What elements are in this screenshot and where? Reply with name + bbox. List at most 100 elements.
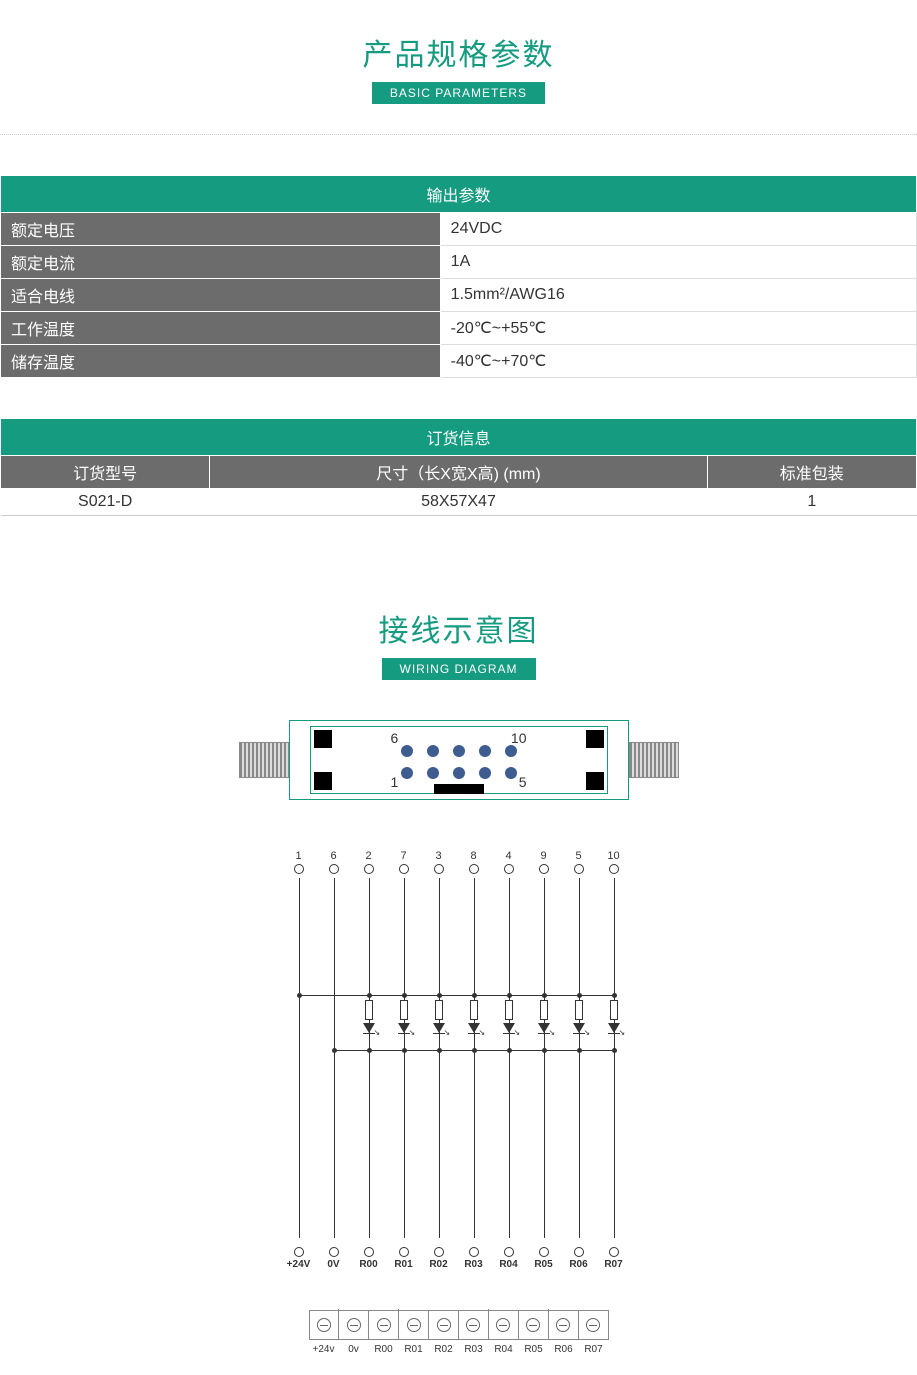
bottom-terminal: R07 — [597, 1245, 631, 1270]
pin-label: 1 — [391, 774, 399, 790]
node — [402, 993, 407, 998]
terminal-label: 0v — [339, 1344, 369, 1355]
bottom-terminal: R05 — [527, 1245, 561, 1270]
section-subtitle: BASIC PARAMETERS — [372, 82, 545, 104]
mounting-hole — [586, 730, 604, 748]
led-indicator: ↘ — [389, 1000, 419, 1050]
column-header: 标准包装 — [707, 456, 916, 489]
terminal-cell — [429, 1311, 459, 1339]
wire — [299, 878, 300, 1238]
terminal-cell — [310, 1311, 340, 1339]
terminal-cell — [579, 1311, 608, 1339]
top-terminal: 5 — [564, 850, 594, 874]
cell: S021-D — [1, 489, 210, 516]
led-indicator: ↘ — [354, 1000, 384, 1050]
node — [332, 1048, 337, 1053]
mounting-hole — [314, 730, 332, 748]
wire — [509, 878, 510, 1238]
bottom-terminal: +24V — [282, 1245, 316, 1270]
screw-right — [629, 742, 679, 778]
param-value: 1.5mm²/AWG16 — [440, 279, 916, 312]
section-title: 产品规格参数 — [0, 30, 917, 74]
led-indicator: ↘ — [494, 1000, 524, 1050]
screw-icon — [437, 1318, 451, 1332]
screw-icon — [496, 1318, 510, 1332]
node — [437, 993, 442, 998]
node — [472, 993, 477, 998]
pin-row-top — [401, 745, 517, 757]
wire — [579, 878, 580, 1238]
param-value: 24VDC — [440, 213, 916, 246]
terminal-block: +24v0vR00R01R02R03R04R05R06R07 — [309, 1310, 609, 1355]
top-terminal: 6 — [319, 850, 349, 874]
terminal-label: R07 — [579, 1344, 609, 1355]
screw-icon — [347, 1318, 361, 1332]
mounting-hole — [586, 772, 604, 790]
led-indicator: ↘ — [564, 1000, 594, 1050]
terminal-label: R04 — [489, 1344, 519, 1355]
bottom-terminal: R03 — [457, 1245, 491, 1270]
section-title: 接线示意图 — [0, 606, 917, 650]
wire — [369, 878, 370, 1238]
screw-icon — [377, 1318, 391, 1332]
screw-icon — [526, 1318, 540, 1332]
terminal-cell — [459, 1311, 489, 1339]
section-header-wiring: 接线示意图 WIRING DIAGRAM — [0, 606, 917, 680]
terminal-label: R05 — [519, 1344, 549, 1355]
pin-label: 5 — [519, 774, 527, 790]
section-header-params: 产品规格参数 BASIC PARAMETERS — [0, 30, 917, 104]
param-label: 额定电压 — [1, 213, 441, 246]
connector-body: 6 10 1 5 — [289, 720, 629, 800]
screw-icon — [466, 1318, 480, 1332]
terminal-cell — [339, 1311, 369, 1339]
top-terminal: 7 — [389, 850, 419, 874]
cell: 1 — [707, 489, 916, 516]
param-value: 1A — [440, 246, 916, 279]
screw-icon — [317, 1318, 331, 1332]
column-header: 尺寸（长X宽X高) (mm) — [210, 456, 707, 489]
terminal-label: +24v — [309, 1344, 339, 1355]
top-terminal: 3 — [424, 850, 454, 874]
terminal-label: R03 — [459, 1344, 489, 1355]
param-value: -20℃~+55℃ — [440, 312, 916, 345]
node — [297, 993, 302, 998]
bus-wire — [299, 995, 614, 996]
param-label: 适合电线 — [1, 279, 441, 312]
table-header: 输出参数 — [1, 176, 917, 213]
bottom-terminal: R06 — [562, 1245, 596, 1270]
wiring-schematic: 16273849510+24V0VR00R01R02R03R04R05R06R0… — [279, 850, 639, 1270]
node — [612, 993, 617, 998]
wire — [334, 878, 335, 1238]
column-header: 订货型号 — [1, 456, 210, 489]
terminal-label: R02 — [429, 1344, 459, 1355]
top-terminal: 1 — [284, 850, 314, 874]
led-indicator: ↘ — [529, 1000, 559, 1050]
output-params-table: 输出参数 额定电压24VDC额定电流1A适合电线1.5mm²/AWG16工作温度… — [0, 175, 917, 378]
notch — [434, 784, 484, 794]
terminal-cell — [399, 1311, 429, 1339]
terminal-label: R01 — [399, 1344, 429, 1355]
order-info-table: 订货信息 订货型号尺寸（长X宽X高) (mm)标准包装 S021-D58X57X… — [0, 418, 917, 516]
param-label: 储存温度 — [1, 345, 441, 378]
terminal-labels: +24v0vR00R01R02R03R04R05R06R07 — [309, 1344, 609, 1355]
top-terminal: 8 — [459, 850, 489, 874]
pin-label: 10 — [511, 730, 527, 746]
terminal-row — [309, 1310, 609, 1340]
wire — [439, 878, 440, 1238]
top-terminal: 9 — [529, 850, 559, 874]
terminal-cell — [369, 1311, 399, 1339]
wire — [404, 878, 405, 1238]
node — [577, 993, 582, 998]
connector-diagram: 6 10 1 5 — [239, 720, 679, 800]
param-value: -40℃~+70℃ — [440, 345, 916, 378]
node — [542, 993, 547, 998]
top-terminal: 10 — [599, 850, 629, 874]
top-terminal: 2 — [354, 850, 384, 874]
pin-row-bottom — [401, 767, 517, 779]
pin-label: 6 — [391, 730, 399, 746]
screw-icon — [586, 1318, 600, 1332]
param-label: 工作温度 — [1, 312, 441, 345]
divider — [0, 134, 917, 135]
bottom-terminal: R00 — [352, 1245, 386, 1270]
terminal-label: R00 — [369, 1344, 399, 1355]
